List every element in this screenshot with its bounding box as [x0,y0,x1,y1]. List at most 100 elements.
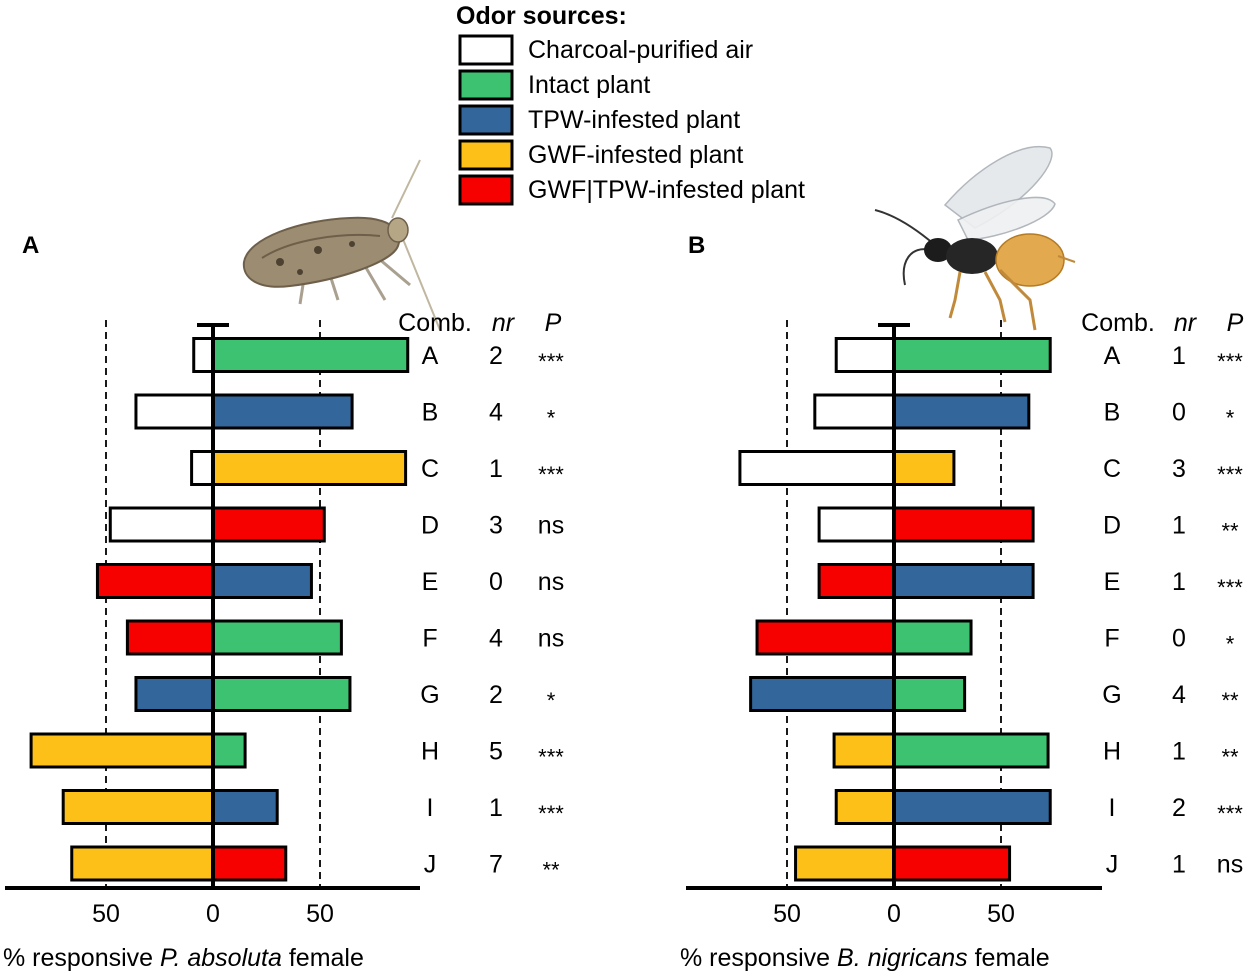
panel-a-bar-j-left [70,845,215,882]
panel-a-row-d-p: ns [538,512,564,540]
panel-a-bars [29,337,410,882]
panel-a-tick-right: 50 [306,900,334,928]
panel-b-row-e-p: *** [1217,575,1243,600]
panel-b-bar-f-left [755,619,896,656]
panel-b-xlabel-prefix: % responsive [680,944,837,972]
panel-b-bar-h-right [892,732,1050,769]
panel-b-tick-zero: 0 [887,900,901,928]
panel-a-tick-zero: 0 [206,900,220,928]
legend: Odor sources: Charcoal-purified air Inta… [456,2,805,206]
panel-b-label: B [688,232,705,259]
panel-b-row-i-p: *** [1217,801,1243,826]
panel-a-bar-h-left [29,732,215,769]
panel-a-bar-a-left [192,337,215,373]
panel-a-row-j-p: ** [542,858,560,883]
panel-a-row-i-nr: 1 [489,794,503,822]
panel-b-row-d-p: ** [1221,519,1239,544]
panel-b-row-h-p: ** [1221,745,1239,770]
panel-a-row-c-nr: 1 [489,455,503,483]
panel-a-row-e-p: ns [538,568,564,596]
panel-b-bar-e-left [817,563,896,599]
panel-b-row-labels: A 1 *** B 0 * C 3 *** D 1 ** E 1 *** F 0 * G 4 ** H 1 ** I 2 *** J 1… [1102,342,1243,879]
legend-title: Odor sources: [456,2,627,30]
legend-swatch-tpw [458,104,514,136]
panel-b-row-g-comb: G [1102,681,1121,709]
legend-label-both: GWF|TPW-infested plant [528,176,805,204]
panel-b-row-a-p: *** [1217,349,1243,374]
panel-b-xlabel: % responsive B. nigricans female [680,944,1050,972]
panel-b-row-f-nr: 0 [1172,625,1186,653]
panel-b-row-f-comb: F [1104,625,1119,653]
panel-b-tick-right: 50 [987,900,1015,928]
legend-label-intact: Intact plant [528,71,650,99]
panel-b-row-c-comb: C [1103,455,1121,483]
panel-b-bar-c-left [738,450,896,486]
panel-a-bar-g-right [211,676,352,712]
panel-a-row-j-comb: J [424,851,437,879]
panel-a-xlabel-species: P. absoluta [160,944,282,972]
panel-b-row-c-nr: 3 [1172,455,1186,483]
legend-label-air: Charcoal-purified air [528,36,753,64]
legend-item-both: GWF|TPW-infested plant [458,174,805,206]
panel-a-label: A [22,232,39,259]
panel-a-row-e-comb: E [422,568,439,596]
panel-b-bar-d-left [817,506,896,543]
panel-b-row-d-comb: D [1103,512,1121,540]
panel-b-row-a-comb: A [1104,342,1121,370]
panel-b-row-b-nr: 0 [1172,399,1186,427]
legend-label-gwf: GWF-infested plant [528,141,743,169]
panel-a-row-j-nr: 7 [489,851,503,879]
panel-a-header-nr: nr [492,309,516,337]
panel-b-row-g-nr: 4 [1172,681,1186,709]
panel-b-bar-i-right [892,789,1052,825]
panel-b-header-comb: Comb. [1081,309,1155,337]
panel-a-row-h-comb: H [421,738,439,766]
panel-a-bar-c-left [190,450,215,486]
legend-item-tpw: TPW-infested plant [458,104,740,136]
panel-a-row-g-p: * [547,688,556,713]
panel-a-row-i-p: *** [538,801,564,826]
panel-a-bar-b-left [134,393,215,430]
legend-item-gwf: GWF-infested plant [458,139,743,171]
legend-item-air: Charcoal-purified air [458,34,753,66]
panel-a-bar-i-left [61,789,215,825]
panel-b-xlabel-species: B. nigricans [837,944,968,972]
panel-a-row-b-p: * [547,406,556,431]
panel-a-row-h-nr: 5 [489,738,503,766]
panel-b-tick-left: 50 [773,900,801,928]
legend-swatch-air [458,34,514,66]
panel-a-bar-c-right [211,450,408,486]
panel-b-row-c-p: *** [1217,462,1243,487]
panel-a-row-a-comb: A [422,342,439,370]
panel-a-row-a-p: *** [538,349,564,374]
panel-a-row-d-nr: 3 [489,512,503,540]
panel-b-bar-j-left [794,845,896,882]
panel-a-bar-e-right [211,563,313,599]
panel-a-row-d-comb: D [421,512,439,540]
panel-a-row-f-p: ns [538,625,564,653]
panel-b-bar-g-right [892,676,967,712]
legend-item-intact: Intact plant [458,69,650,101]
panel-b-row-h-nr: 1 [1172,738,1186,766]
legend-label-tpw: TPW-infested plant [528,106,740,134]
panel-a-bar-f-right [211,619,343,656]
legend-swatch-both [458,174,514,206]
panel-b-row-a-nr: 1 [1172,342,1186,370]
panel-a-row-h-p: *** [538,745,564,770]
panel-b-row-h-comb: H [1103,738,1121,766]
panel-a-bar-d-left [108,506,215,543]
legend-swatch-gwf [458,139,514,171]
panel-b-bar-a-right [892,337,1052,373]
panel-b-row-e-comb: E [1104,568,1121,596]
panel-a-bar-f-left [125,619,215,656]
panel-b-row-j-p: ns [1217,851,1243,879]
panel-a-header-comb: Comb. [398,309,472,337]
panel-a-row-g-nr: 2 [489,681,503,709]
panel-a-xlabel-prefix: % responsive [3,944,160,972]
panel-b-bar-c-right [892,450,956,486]
panel-b-row-i-comb: I [1109,794,1116,822]
panel-b-row-b-p: * [1226,406,1235,431]
panel-a-xlabel-suffix: female [282,944,364,972]
panel-b-row-b-comb: B [1104,399,1121,427]
